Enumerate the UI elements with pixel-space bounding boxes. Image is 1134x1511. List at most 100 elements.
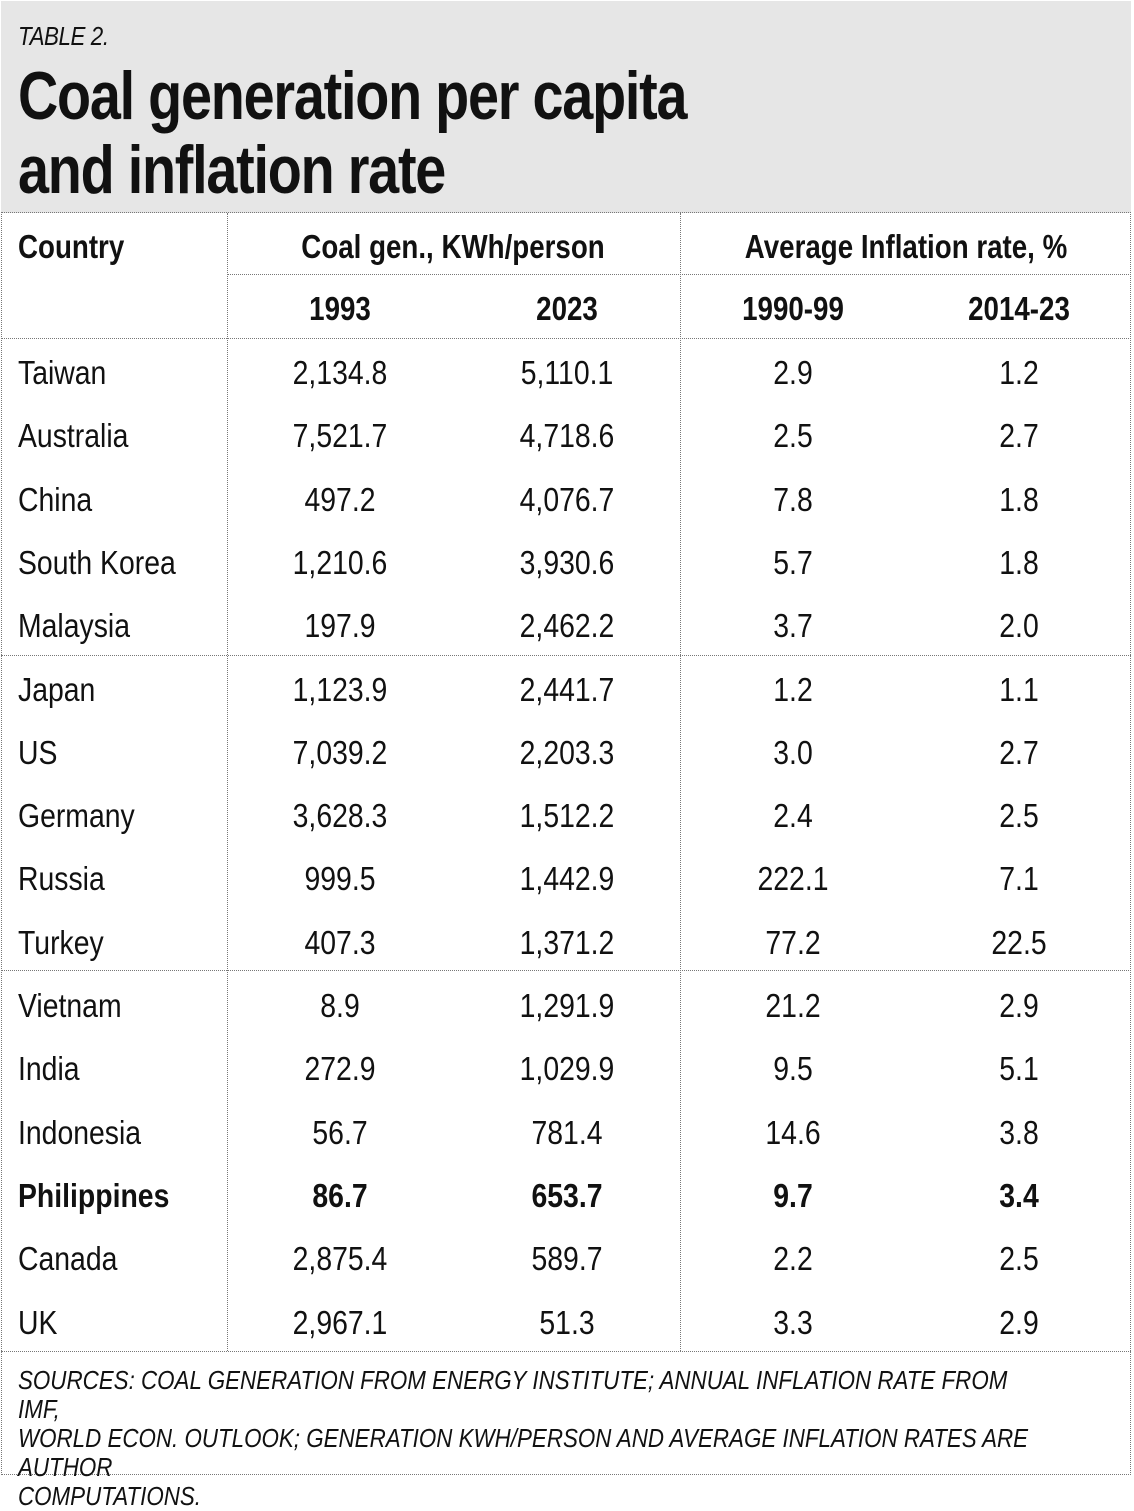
table-row: Australia 7,521.7 4,718.6 2.5 2.7 bbox=[0, 416, 1134, 479]
table-row: Philippines 86.7 653.7 9.7 3.4 bbox=[0, 1176, 1134, 1239]
cell-coal-2023: 4,076.7 bbox=[520, 480, 615, 520]
cell-inflation-2014-23: 2.5 bbox=[999, 1239, 1038, 1279]
group-header-rule bbox=[227, 274, 1131, 275]
cell-country: Malaysia bbox=[18, 606, 130, 646]
table-row: Indonesia 56.7 781.4 14.6 3.8 bbox=[0, 1113, 1134, 1176]
cell-inflation-1990-99: 9.5 bbox=[773, 1049, 812, 1089]
title-line-1: Coal generation per capita bbox=[18, 59, 686, 133]
cell-inflation-2014-23: 2.0 bbox=[999, 606, 1038, 646]
cell-inflation-2014-23: 7.1 bbox=[999, 859, 1038, 899]
cell-country: Japan bbox=[18, 670, 95, 710]
table-row: Germany 3,628.3 1,512.2 2.4 2.5 bbox=[0, 796, 1134, 859]
cell-inflation-2014-23: 3.4 bbox=[999, 1176, 1038, 1216]
table-row: Vietnam 8.9 1,291.9 21.2 2.9 bbox=[0, 986, 1134, 1049]
cell-coal-1993: 2,875.4 bbox=[293, 1239, 388, 1279]
cell-inflation-1990-99: 2.2 bbox=[773, 1239, 812, 1279]
cell-coal-2023: 1,291.9 bbox=[520, 986, 615, 1026]
header-year-2023: 2023 bbox=[536, 289, 598, 329]
cell-inflation-2014-23: 1.8 bbox=[999, 480, 1038, 520]
table-row: Taiwan 2,134.8 5,110.1 2.9 1.2 bbox=[0, 353, 1134, 416]
cell-coal-1993: 407.3 bbox=[304, 923, 375, 963]
cell-coal-1993: 3,628.3 bbox=[293, 796, 388, 836]
table-row: US 7,039.2 2,203.3 3.0 2.7 bbox=[0, 733, 1134, 796]
header-period-2014-23: 2014-23 bbox=[968, 289, 1070, 329]
cell-coal-2023: 1,442.9 bbox=[520, 859, 615, 899]
cell-inflation-1990-99: 9.7 bbox=[773, 1176, 812, 1216]
cell-coal-2023: 2,462.2 bbox=[520, 606, 615, 646]
cell-country: Indonesia bbox=[18, 1113, 141, 1153]
header-average-inflation: Average Inflation rate, % bbox=[745, 227, 1067, 267]
cell-country: Philippines bbox=[18, 1176, 169, 1216]
cell-inflation-1990-99: 2.4 bbox=[773, 796, 812, 836]
cell-inflation-2014-23: 2.7 bbox=[999, 416, 1038, 456]
cell-coal-1993: 999.5 bbox=[304, 859, 375, 899]
sources-note: Sources: Coal generation from Energy Ins… bbox=[18, 1366, 1050, 1511]
cell-inflation-1990-99: 14.6 bbox=[765, 1113, 820, 1153]
table-header-band: TABLE 2. Coal generation per capita and … bbox=[1, 1, 1131, 213]
cell-inflation-1990-99: 3.3 bbox=[773, 1303, 812, 1343]
cell-coal-1993: 197.9 bbox=[304, 606, 375, 646]
header-bottom-rule bbox=[1, 338, 1131, 339]
table-label: TABLE 2. bbox=[18, 21, 109, 52]
table-row: China 497.2 4,076.7 7.8 1.8 bbox=[0, 480, 1134, 543]
table-row: UK 2,967.1 51.3 3.3 2.9 bbox=[0, 1303, 1134, 1366]
cell-coal-2023: 2,441.7 bbox=[520, 670, 615, 710]
cell-inflation-2014-23: 2.5 bbox=[999, 796, 1038, 836]
cell-country: UK bbox=[18, 1303, 57, 1343]
cell-inflation-1990-99: 7.8 bbox=[773, 480, 812, 520]
cell-inflation-2014-23: 2.9 bbox=[999, 986, 1038, 1026]
cell-country: India bbox=[18, 1049, 80, 1089]
cell-coal-2023: 1,512.2 bbox=[520, 796, 615, 836]
table-row: Canada 2,875.4 589.7 2.2 2.5 bbox=[0, 1239, 1134, 1302]
cell-coal-1993: 2,967.1 bbox=[293, 1303, 388, 1343]
table-row: Japan 1,123.9 2,441.7 1.2 1.1 bbox=[0, 670, 1134, 733]
cell-coal-1993: 1,210.6 bbox=[293, 543, 388, 583]
cell-country: Canada bbox=[18, 1239, 117, 1279]
cell-inflation-1990-99: 1.2 bbox=[773, 670, 812, 710]
cell-inflation-1990-99: 2.9 bbox=[773, 353, 812, 393]
sources-note-line: Sources: Coal generation from Energy Ins… bbox=[18, 1366, 1050, 1424]
cell-inflation-2014-23: 1.2 bbox=[999, 353, 1038, 393]
cell-coal-2023: 781.4 bbox=[531, 1113, 602, 1153]
cell-inflation-1990-99: 2.5 bbox=[773, 416, 812, 456]
cell-country: South Korea bbox=[18, 543, 176, 583]
cell-coal-1993: 86.7 bbox=[312, 1176, 367, 1216]
cell-coal-2023: 51.3 bbox=[539, 1303, 594, 1343]
cell-country: Taiwan bbox=[18, 353, 106, 393]
cell-country: Germany bbox=[18, 796, 135, 836]
cell-coal-2023: 5,110.1 bbox=[521, 353, 614, 393]
table-row: Turkey 407.3 1,371.2 77.2 22.5 bbox=[0, 923, 1134, 986]
cell-coal-2023: 2,203.3 bbox=[520, 733, 615, 773]
cell-coal-1993: 497.2 bbox=[304, 480, 375, 520]
cell-inflation-2014-23: 22.5 bbox=[991, 923, 1046, 963]
sources-note-line: World Econ. Outlook; Generation KWh/pers… bbox=[18, 1424, 1050, 1482]
table-row: India 272.9 1,029.9 9.5 5.1 bbox=[0, 1049, 1134, 1112]
cell-country: US bbox=[18, 733, 57, 773]
cell-inflation-2014-23: 2.7 bbox=[999, 733, 1038, 773]
cell-country: China bbox=[18, 480, 92, 520]
cell-inflation-2014-23: 5.1 bbox=[999, 1049, 1038, 1089]
cell-inflation-2014-23: 1.1 bbox=[999, 670, 1038, 710]
header-coal-generation: Coal gen., KWh/person bbox=[301, 227, 604, 267]
cell-inflation-1990-99: 3.0 bbox=[773, 733, 812, 773]
header-period-1990-99: 1990-99 bbox=[742, 289, 844, 329]
cell-coal-2023: 4,718.6 bbox=[520, 416, 615, 456]
table-row: Russia 999.5 1,442.9 222.1 7.1 bbox=[0, 859, 1134, 922]
cell-inflation-2014-23: 3.8 bbox=[999, 1113, 1038, 1153]
cell-coal-1993: 7,039.2 bbox=[293, 733, 388, 773]
cell-coal-2023: 653.7 bbox=[531, 1176, 602, 1216]
cell-coal-1993: 56.7 bbox=[312, 1113, 367, 1153]
cell-coal-2023: 1,371.2 bbox=[520, 923, 615, 963]
cell-inflation-1990-99: 5.7 bbox=[773, 543, 812, 583]
cell-inflation-2014-23: 1.8 bbox=[999, 543, 1038, 583]
cell-country: Russia bbox=[18, 859, 105, 899]
cell-coal-1993: 7,521.7 bbox=[293, 416, 388, 456]
cell-inflation-1990-99: 222.1 bbox=[757, 859, 828, 899]
cell-country: Turkey bbox=[18, 923, 104, 963]
cell-inflation-2014-23: 2.9 bbox=[999, 1303, 1038, 1343]
header-country: Country bbox=[18, 227, 124, 267]
table-title: Coal generation per capita and inflation… bbox=[18, 59, 686, 207]
table-row: Malaysia 197.9 2,462.2 3.7 2.0 bbox=[0, 606, 1134, 669]
title-line-2: and inflation rate bbox=[18, 133, 686, 207]
cell-inflation-1990-99: 3.7 bbox=[773, 606, 812, 646]
